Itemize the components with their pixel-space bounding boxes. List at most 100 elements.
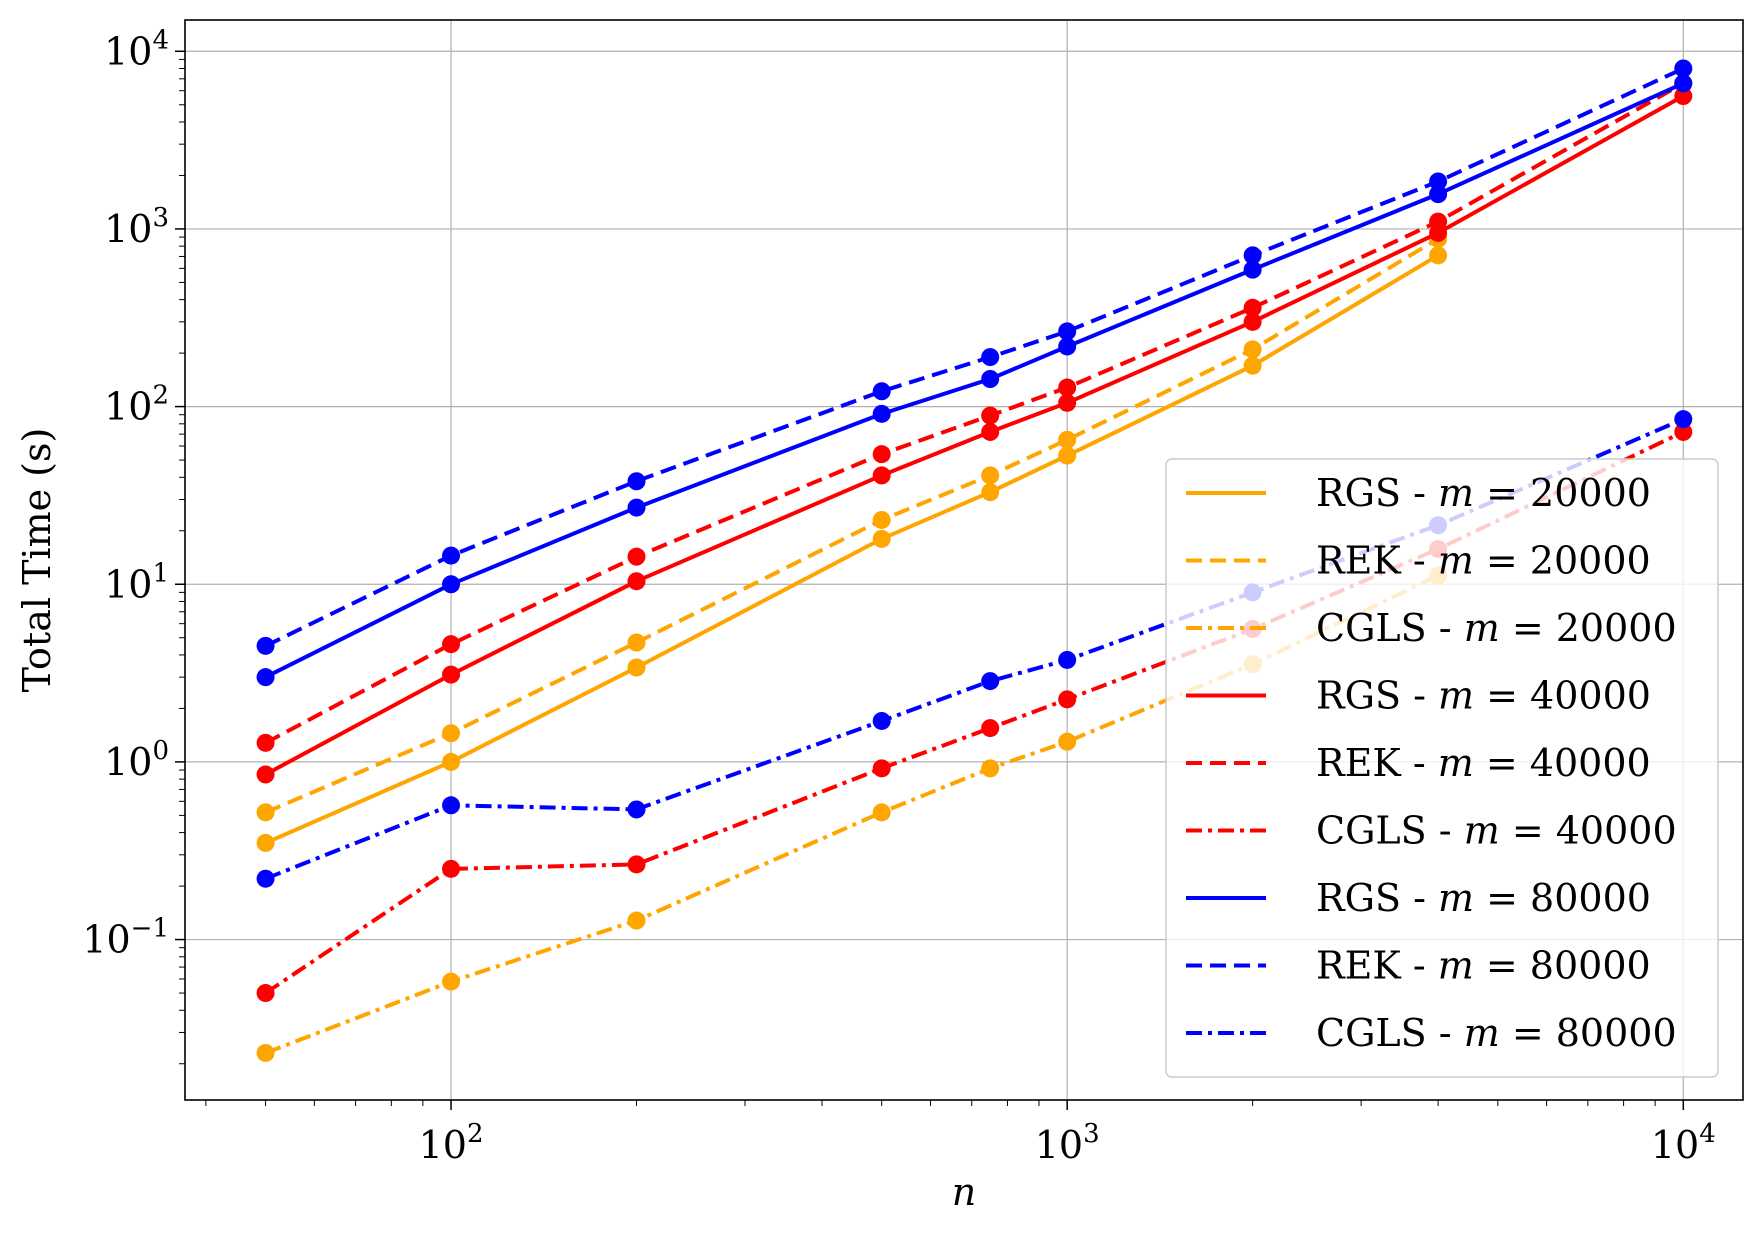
legend-item: REK - m = 80000 (1186, 944, 1651, 988)
data-point (1058, 446, 1077, 465)
data-point (256, 803, 275, 822)
legend-item: RGS - m = 40000 (1186, 674, 1651, 718)
data-point (981, 348, 1000, 367)
data-point (872, 759, 891, 778)
legend-label: RGS - m = 40000 (1316, 674, 1651, 718)
legend-item: CGLS - m = 20000 (1186, 606, 1677, 650)
series-3 (256, 87, 1693, 784)
series-layer (256, 59, 1693, 1062)
series-line (264, 237, 1440, 815)
y-axis-label: Total Time (s) (15, 428, 59, 693)
data-point (981, 759, 1000, 778)
data-point (627, 472, 646, 491)
legend-label: CGLS - m = 20000 (1316, 606, 1677, 650)
legend-item: RGS - m = 20000 (1186, 471, 1651, 515)
data-point (1243, 312, 1262, 331)
data-point (1429, 212, 1448, 231)
data-point (1058, 732, 1077, 751)
data-point (442, 752, 461, 771)
data-point (627, 658, 646, 677)
data-point (442, 724, 461, 743)
data-point (1058, 650, 1077, 669)
data-point (872, 466, 891, 485)
y-tick-label: 100 (104, 736, 169, 784)
data-point (872, 711, 891, 730)
legend-item: REK - m = 40000 (1186, 741, 1651, 785)
data-point (1058, 430, 1077, 449)
data-point (442, 972, 461, 991)
data-point (1058, 378, 1077, 397)
data-point (1674, 74, 1693, 93)
data-point (256, 869, 275, 888)
series-line (264, 253, 1440, 845)
y-tick-label: 104 (104, 25, 169, 73)
data-point (1243, 260, 1262, 279)
data-point (872, 803, 891, 822)
data-point (872, 510, 891, 529)
legend-item: CGLS - m = 80000 (1186, 1011, 1677, 1055)
data-point (1058, 322, 1077, 341)
data-point (1058, 690, 1077, 709)
data-point (627, 911, 646, 930)
legend-item: CGLS - m = 40000 (1186, 809, 1677, 853)
data-point (1674, 422, 1693, 441)
legend: RGS - m = 20000 REK - m = 20000 CGLS - m =… (1165, 458, 1719, 1078)
data-point (1429, 185, 1448, 204)
legend-label: CGLS - m = 40000 (1316, 809, 1677, 853)
data-point (872, 382, 891, 401)
data-point (627, 547, 646, 566)
x-axis-label: n (952, 1170, 976, 1214)
x-tick-label: 102 (419, 1119, 484, 1167)
data-point (981, 672, 1000, 691)
data-point (442, 859, 461, 878)
legend-item: RGS - m = 80000 (1186, 876, 1651, 920)
x-tick-label: 103 (1035, 1119, 1100, 1167)
data-point (1243, 356, 1262, 375)
data-point (256, 733, 275, 752)
data-point (981, 422, 1000, 441)
data-point (981, 483, 1000, 502)
y-tick-label: 10−1 (82, 914, 169, 962)
data-point (627, 633, 646, 652)
legend-label: REK - m = 80000 (1316, 944, 1651, 988)
data-point (1243, 298, 1262, 317)
legend-label: REK - m = 20000 (1316, 539, 1651, 583)
legend-label: RGS - m = 20000 (1316, 471, 1651, 515)
data-point (981, 369, 1000, 388)
data-point (981, 466, 1000, 485)
data-point (256, 765, 275, 784)
series-6 (256, 74, 1693, 687)
data-point (872, 529, 891, 548)
data-point (256, 668, 275, 687)
data-point (1674, 87, 1693, 106)
data-point (256, 636, 275, 655)
data-point (1674, 59, 1693, 78)
legend-box (1165, 458, 1719, 1078)
legend-label: REK - m = 40000 (1316, 741, 1651, 785)
y-tick-label: 103 (104, 203, 169, 251)
legend-label: RGS - m = 80000 (1316, 876, 1651, 920)
data-point (442, 665, 461, 684)
axis-ticks: 102 103 104 10−1 100 101 102 103 104 (82, 25, 1715, 1167)
data-point (1058, 393, 1077, 412)
data-point (442, 546, 461, 565)
data-point (981, 406, 1000, 425)
data-point (1243, 340, 1262, 359)
data-point (1429, 246, 1448, 265)
x-tick-label: 104 (1651, 1119, 1716, 1167)
data-point (442, 575, 461, 594)
data-point (627, 572, 646, 591)
data-point (1058, 337, 1077, 356)
data-point (872, 445, 891, 464)
data-point (981, 719, 1000, 738)
plot-frame (184, 19, 1744, 1101)
y-tick-label: 102 (104, 381, 169, 429)
data-point (442, 796, 461, 815)
data-point (1429, 172, 1448, 191)
data-point (256, 833, 275, 852)
data-point (256, 1043, 275, 1062)
data-point (627, 498, 646, 517)
data-point (627, 855, 646, 874)
data-point (1243, 246, 1262, 265)
